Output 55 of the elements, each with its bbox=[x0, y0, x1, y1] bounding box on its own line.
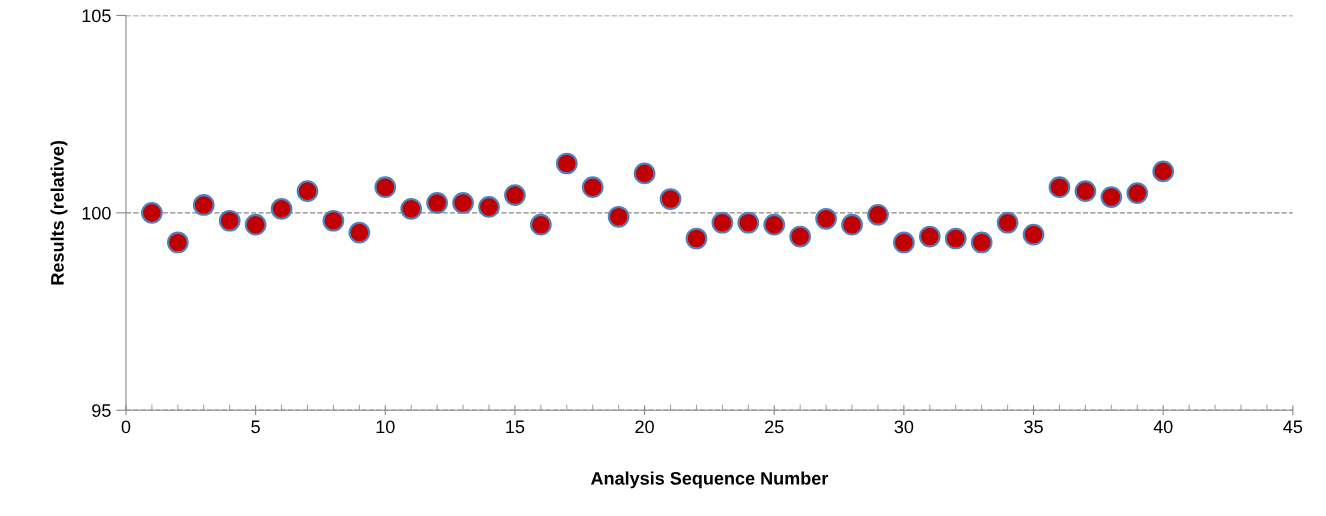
point bbox=[789, 225, 812, 248]
point bbox=[737, 211, 760, 234]
point bbox=[685, 227, 708, 250]
point bbox=[555, 152, 578, 175]
y-axis-title: Results (relative) bbox=[50, 140, 68, 285]
x-tick-label: 10 bbox=[376, 420, 395, 434]
point bbox=[141, 201, 163, 224]
point bbox=[607, 205, 630, 228]
point bbox=[452, 192, 474, 214]
point bbox=[970, 231, 993, 254]
point bbox=[711, 211, 734, 234]
x-tick-label: 5 bbox=[251, 420, 260, 434]
x-tick-label: 25 bbox=[765, 420, 784, 434]
point bbox=[841, 213, 863, 236]
point bbox=[581, 176, 604, 199]
point bbox=[1152, 160, 1175, 183]
point bbox=[893, 231, 915, 254]
x-tick-label: 30 bbox=[894, 420, 914, 434]
point bbox=[400, 198, 423, 220]
point bbox=[944, 227, 967, 250]
point bbox=[504, 184, 526, 206]
point bbox=[1022, 223, 1045, 246]
point bbox=[867, 203, 889, 226]
point bbox=[348, 221, 371, 244]
point bbox=[1126, 182, 1149, 204]
point bbox=[918, 225, 941, 248]
x-tick-label: 35 bbox=[1024, 420, 1043, 434]
point bbox=[633, 162, 656, 185]
point bbox=[244, 213, 267, 236]
x-axis-title: Analysis Sequence Number bbox=[590, 471, 829, 489]
y-tick-label: 95 bbox=[92, 404, 111, 417]
point bbox=[270, 198, 293, 220]
point bbox=[1100, 186, 1123, 208]
point bbox=[659, 188, 682, 210]
point bbox=[374, 176, 397, 199]
point bbox=[166, 231, 189, 254]
point bbox=[1074, 180, 1097, 202]
point bbox=[996, 211, 1019, 234]
point bbox=[478, 196, 500, 218]
x-tick-label: 15 bbox=[506, 420, 525, 434]
point bbox=[763, 213, 786, 236]
x-tick-label: 45 bbox=[1283, 420, 1303, 434]
y-tick-label: 100 bbox=[82, 206, 111, 220]
point bbox=[192, 194, 215, 216]
point bbox=[1048, 176, 1071, 199]
x-tick-label: 20 bbox=[635, 420, 654, 434]
point bbox=[322, 209, 345, 232]
point bbox=[815, 207, 837, 230]
point bbox=[296, 180, 319, 202]
x-tick-label: 0 bbox=[121, 420, 131, 434]
point bbox=[218, 209, 241, 232]
point bbox=[530, 213, 552, 236]
y-tick-label: 105 bbox=[82, 9, 111, 23]
point bbox=[426, 192, 448, 214]
x-tick-label: 40 bbox=[1153, 420, 1173, 434]
